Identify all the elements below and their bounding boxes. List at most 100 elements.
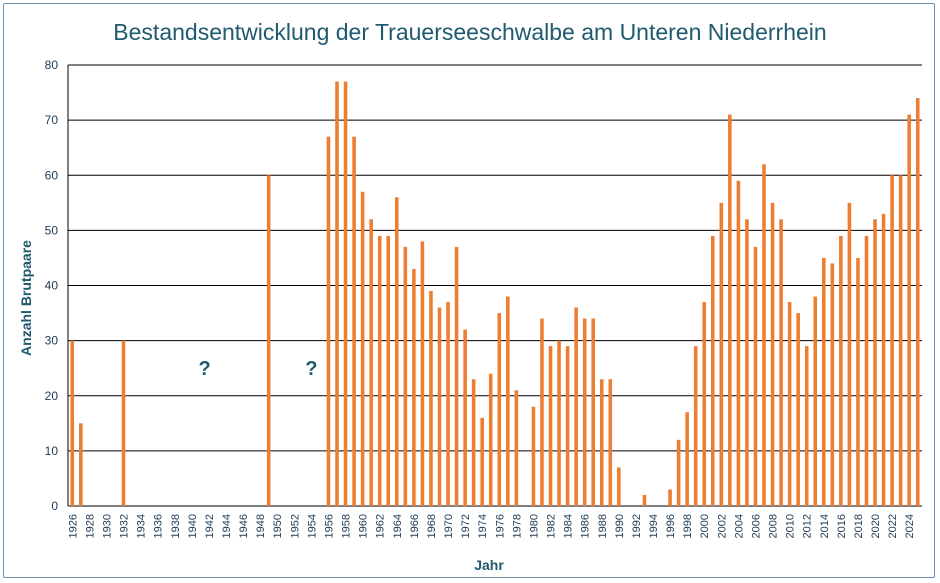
bar-1981 bbox=[540, 318, 544, 506]
x-tick-1944: 1944 bbox=[221, 514, 233, 538]
x-tick-2014: 2014 bbox=[819, 514, 831, 538]
x-tick-1996: 1996 bbox=[665, 514, 677, 538]
x-tick-1956: 1956 bbox=[323, 514, 335, 538]
bar-2013 bbox=[813, 296, 818, 506]
bars bbox=[70, 81, 920, 507]
bar-2010 bbox=[787, 302, 792, 506]
x-tick-1974: 1974 bbox=[477, 514, 489, 538]
gridlines bbox=[67, 64, 922, 507]
annotation-question-1: ? bbox=[199, 358, 211, 380]
x-tick-1986: 1986 bbox=[580, 514, 592, 538]
bar-1983 bbox=[557, 340, 561, 506]
bar-1993 bbox=[642, 494, 647, 506]
y-tick-60: 60 bbox=[45, 168, 59, 182]
bar-1966 bbox=[412, 268, 416, 506]
x-tick-1964: 1964 bbox=[392, 514, 404, 538]
x-tick-1940: 1940 bbox=[187, 514, 199, 538]
bar-1961 bbox=[369, 219, 373, 506]
bar-2021 bbox=[881, 213, 886, 506]
bar-2007 bbox=[762, 164, 766, 506]
bar-1984 bbox=[565, 346, 570, 506]
bar-2025 bbox=[915, 98, 920, 506]
x-tick-1972: 1972 bbox=[460, 514, 472, 538]
x-tick-1976: 1976 bbox=[494, 514, 506, 538]
x-tick-1988: 1988 bbox=[597, 514, 609, 538]
bar-1962 bbox=[377, 235, 382, 506]
bar-1959 bbox=[352, 136, 356, 506]
bar-1970 bbox=[446, 302, 450, 506]
bar-1977 bbox=[506, 296, 510, 506]
y-tick-labels: 0 10 20 30 40 50 60 70 80 bbox=[45, 58, 59, 513]
x-tick-2016: 2016 bbox=[836, 514, 848, 538]
bar-1963 bbox=[386, 235, 391, 506]
bar-2024 bbox=[907, 114, 911, 507]
bar-1965 bbox=[403, 246, 408, 506]
x-tick-1936: 1936 bbox=[153, 514, 165, 538]
bar-1988 bbox=[599, 379, 604, 506]
bar-2002 bbox=[719, 202, 724, 506]
x-tick-1978: 1978 bbox=[511, 514, 523, 538]
bar-1957 bbox=[335, 81, 339, 506]
bar-2018 bbox=[856, 257, 860, 506]
x-tick-2024: 2024 bbox=[904, 514, 916, 538]
bar-1958 bbox=[343, 81, 348, 506]
x-tick-1934: 1934 bbox=[136, 514, 148, 538]
y-tick-80: 80 bbox=[45, 58, 59, 72]
chart-title: Bestandsentwicklung der Trauerseeschwalb… bbox=[113, 19, 826, 45]
bar-2019 bbox=[864, 235, 869, 506]
bar-2011 bbox=[796, 313, 800, 506]
bar-1990 bbox=[617, 467, 621, 506]
x-tick-1930: 1930 bbox=[101, 514, 113, 538]
x-tick-1928: 1928 bbox=[84, 514, 96, 538]
bar-2001 bbox=[710, 235, 715, 506]
x-tick-1980: 1980 bbox=[528, 514, 540, 538]
bar-2017 bbox=[847, 202, 852, 506]
x-tick-1984: 1984 bbox=[563, 514, 575, 538]
bar-1986 bbox=[582, 318, 587, 506]
x-tick-2010: 2010 bbox=[785, 514, 797, 538]
x-tick-1942: 1942 bbox=[204, 514, 216, 538]
x-tick-2008: 2008 bbox=[768, 514, 780, 538]
x-tick-2004: 2004 bbox=[733, 514, 745, 538]
x-tick-1982: 1982 bbox=[546, 514, 558, 538]
bar-1999 bbox=[693, 346, 698, 506]
x-tick-labels: 1926 1928 1930 1932 1934 1936 1938 1940 1942 1944… bbox=[67, 514, 916, 538]
x-tick-1926: 1926 bbox=[67, 514, 79, 538]
x-tick-1990: 1990 bbox=[614, 514, 626, 538]
annotations: ?? bbox=[199, 358, 318, 380]
bar-2012 bbox=[804, 346, 809, 506]
y-axis-label: Anzahl Brutpaare bbox=[18, 240, 34, 356]
x-tick-1950: 1950 bbox=[272, 514, 284, 538]
x-tick-1948: 1948 bbox=[255, 514, 267, 538]
bar-1969 bbox=[437, 307, 442, 506]
bar-2000 bbox=[702, 302, 707, 506]
x-tick-1962: 1962 bbox=[375, 514, 387, 538]
annotation-question-2: ? bbox=[305, 358, 317, 380]
bar-1932 bbox=[121, 340, 126, 506]
y-tick-0: 0 bbox=[51, 499, 58, 513]
x-tick-1994: 1994 bbox=[648, 514, 660, 538]
bar-2006 bbox=[753, 246, 758, 506]
bar-1956 bbox=[326, 136, 331, 506]
x-tick-2022: 2022 bbox=[887, 514, 899, 538]
x-tick-2002: 2002 bbox=[716, 514, 728, 538]
bar-2022 bbox=[890, 175, 894, 506]
bar-1926 bbox=[70, 340, 75, 506]
x-tick-1938: 1938 bbox=[170, 514, 182, 538]
bar-2020 bbox=[873, 219, 877, 506]
bar-1975 bbox=[488, 373, 493, 506]
bar-2016 bbox=[839, 235, 843, 506]
bar-1989 bbox=[608, 379, 613, 506]
x-tick-1958: 1958 bbox=[341, 514, 353, 538]
bar-2005 bbox=[745, 219, 749, 506]
bar-1978 bbox=[514, 390, 519, 506]
bar-1971 bbox=[454, 246, 459, 506]
bar-1980 bbox=[531, 406, 536, 506]
y-tick-30: 30 bbox=[45, 334, 59, 348]
bar-2015 bbox=[830, 263, 835, 506]
y-tick-50: 50 bbox=[45, 223, 59, 237]
bar-1987 bbox=[591, 318, 596, 506]
bar-1949 bbox=[266, 175, 271, 506]
bar-2014 bbox=[821, 257, 826, 506]
bar-2003 bbox=[728, 114, 732, 507]
